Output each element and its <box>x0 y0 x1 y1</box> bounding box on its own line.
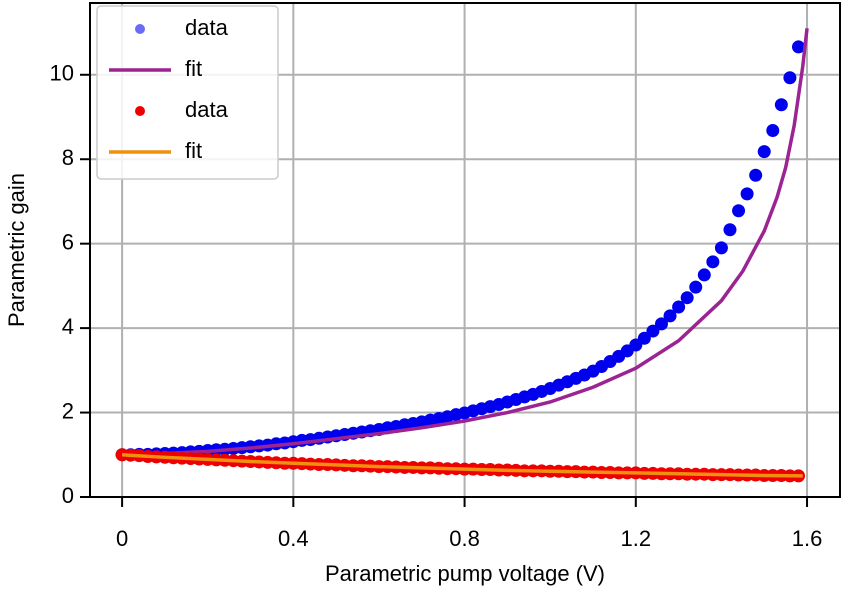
legend-swatch <box>135 24 145 34</box>
data-point <box>714 241 728 255</box>
x-axis-label: Parametric pump voltage (V) <box>325 561 605 586</box>
data-point <box>680 291 694 305</box>
legend-label: fit <box>185 56 202 81</box>
y-tick-label: 8 <box>62 145 74 170</box>
x-tick-label: 0 <box>116 526 128 551</box>
data-point <box>749 168 763 182</box>
legend-box <box>96 5 279 180</box>
data-point <box>706 255 720 269</box>
data-point <box>732 204 746 218</box>
plot-frame <box>89 2 841 498</box>
legend-label: fit <box>185 138 202 163</box>
y-tick-label: 2 <box>62 398 74 423</box>
legend-label: data <box>185 97 229 122</box>
fit-line <box>122 28 809 457</box>
data-point <box>774 98 788 112</box>
legend-label: data <box>185 15 229 40</box>
data-point <box>654 317 668 331</box>
data-point <box>637 331 651 345</box>
y-tick-label: 6 <box>62 229 74 254</box>
data-point <box>723 223 737 237</box>
data-point <box>757 145 771 159</box>
x-tick-label: 0.8 <box>449 526 480 551</box>
data-point <box>766 124 780 138</box>
data-point <box>783 71 797 85</box>
x-tick-label: 1.6 <box>792 526 823 551</box>
x-tick-label: 1.2 <box>621 526 652 551</box>
x-tick-label: 0.4 <box>278 526 309 551</box>
y-tick-label: 4 <box>62 314 74 339</box>
y-tick-label: 10 <box>50 61 74 86</box>
legend-swatch <box>135 106 145 116</box>
y-axis-label: Parametric gain <box>4 173 29 327</box>
data-point <box>791 40 805 54</box>
y-tick-label: 0 <box>62 483 74 508</box>
data-point <box>663 309 677 323</box>
fit-line <box>122 453 803 478</box>
data-point <box>740 187 754 201</box>
data-point <box>697 268 711 282</box>
data-point <box>689 280 703 294</box>
data-point <box>672 300 686 314</box>
data-point <box>646 324 660 338</box>
